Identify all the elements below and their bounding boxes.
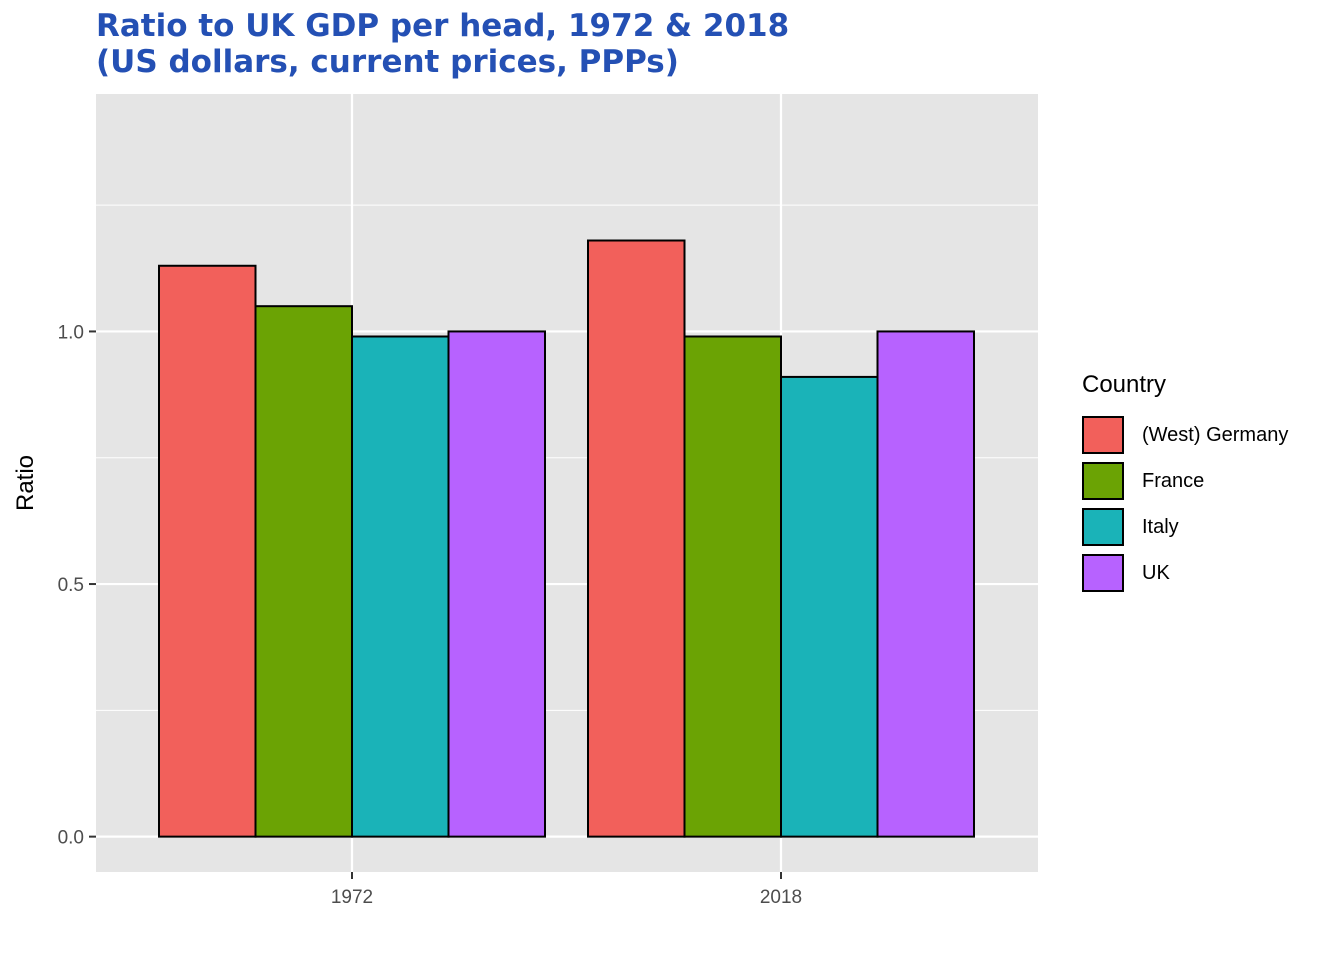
legend-item: (West) Germany: [1082, 412, 1288, 458]
x-axis: 1972 2018: [331, 872, 802, 908]
bar-west-germany-1972: [158, 264, 257, 838]
x-tick-label: 1972: [331, 887, 373, 908]
chart-title-line1: Ratio to UK GDP per head, 1972 & 2018: [96, 8, 790, 44]
legend-title: Country: [1082, 371, 1167, 398]
x-tick-label: 2018: [760, 887, 802, 908]
bar-italy-2018: [780, 375, 879, 838]
legend-key-swatch: [1082, 554, 1124, 592]
chart-title-line2: (US dollars, current prices, PPPs): [96, 44, 679, 80]
legend-key-swatch: [1082, 462, 1124, 500]
legend-item: France: [1082, 458, 1288, 504]
bar-france-2018: [683, 335, 782, 838]
legend-label: UK: [1142, 561, 1170, 584]
legend-item: Italy: [1082, 504, 1288, 550]
chart-title: Ratio to UK GDP per head, 1972 & 2018 (U…: [96, 8, 789, 80]
legend: Country (West) Germany France Italy UK: [1082, 368, 1288, 596]
legend-item: UK: [1082, 550, 1288, 596]
y-axis: 0.0 0.5 1.0: [58, 322, 96, 849]
legend-items: (West) Germany France Italy UK: [1082, 412, 1288, 596]
bar-uk-2018: [876, 330, 975, 838]
bar-west-germany-2018: [587, 239, 686, 838]
legend-key-swatch: [1082, 508, 1124, 546]
y-tick-label: 1.0: [58, 322, 84, 343]
legend-label: (West) Germany: [1142, 423, 1289, 446]
bar-italy-1972: [351, 335, 450, 838]
y-tick-label: 0.5: [58, 575, 84, 596]
legend-label: France: [1142, 469, 1205, 492]
legend-key-swatch: [1082, 416, 1124, 454]
bars: [158, 239, 975, 838]
y-tick-label: 0.0: [58, 828, 84, 849]
bar-france-1972: [254, 305, 353, 838]
y-axis-title: Ratio: [12, 455, 39, 511]
legend-label: Italy: [1142, 515, 1179, 538]
bar-uk-1972: [447, 330, 546, 838]
